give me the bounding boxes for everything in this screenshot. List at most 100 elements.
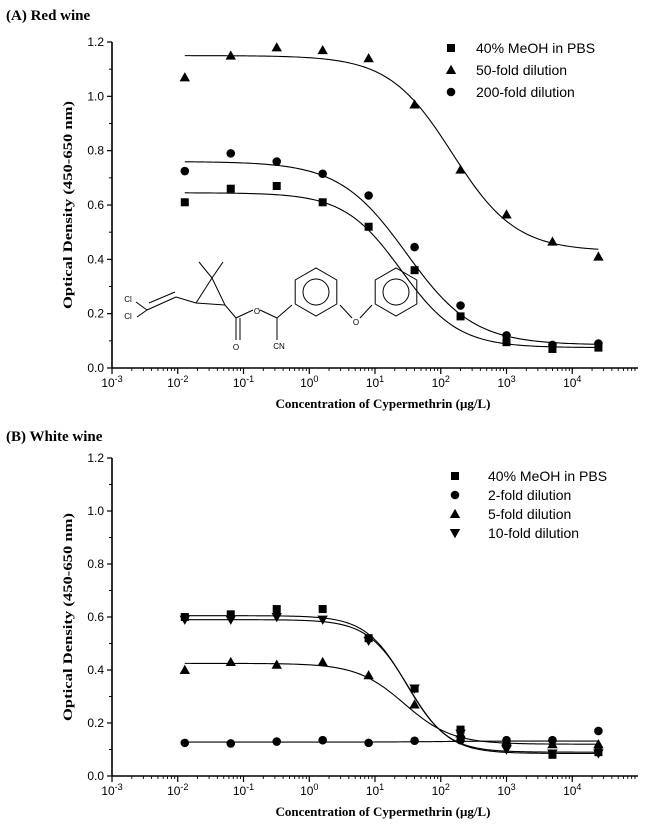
- fit-curve-2: [184, 740, 599, 743]
- fit-curve-2: [184, 55, 599, 250]
- legend: 40% MeOH in PBS 2-fold dilution 5-fold dil…: [449, 468, 607, 541]
- data-point: [363, 670, 374, 680]
- y-tick-label: 0.0: [87, 769, 104, 783]
- data-point: [364, 738, 373, 748]
- data-point: [225, 615, 236, 625]
- legend-label: 5-fold dilution: [488, 506, 571, 522]
- data-point: [179, 664, 190, 674]
- structure-bond: [276, 304, 293, 319]
- x-axis-title: Concentration of Cypermethrin (μg/L): [276, 804, 491, 819]
- data-point: [271, 659, 282, 669]
- data-point: [180, 198, 189, 207]
- y-tick-label: 0.4: [87, 663, 104, 677]
- data-point: [226, 149, 236, 158]
- data-point: [225, 50, 236, 60]
- data-point: [409, 684, 420, 694]
- x-tick-label: 100: [300, 374, 318, 390]
- x-tick-label: 103: [497, 374, 515, 390]
- fit-curve-3: [184, 161, 599, 345]
- legend-label: 200-fold dilution: [476, 84, 575, 100]
- data-point: [180, 166, 190, 176]
- data-point: [593, 739, 604, 749]
- structure-bond: [211, 261, 224, 279]
- structure-atom-label: O: [254, 307, 260, 316]
- y-tick-label: 0.8: [87, 557, 104, 571]
- x-tick-label: 10-2: [167, 782, 188, 798]
- x-tick-label: 101: [366, 782, 384, 798]
- data-point: [318, 735, 327, 745]
- data-point: [317, 615, 328, 625]
- structure-bond: [195, 277, 213, 304]
- data-point: [271, 42, 282, 52]
- x-tick-label: 102: [432, 782, 450, 798]
- x-axis-title: Concentration of Cypermethrin (μg/L): [276, 396, 491, 411]
- data-point: [501, 745, 512, 755]
- chart-panel-a: (A) Red wine 0.0 0.2 0.4 0.6 0.8 1.0 1.2 10-3 10-…: [6, 8, 638, 411]
- structure-atom-label: O: [233, 343, 239, 352]
- data-point: [318, 198, 327, 207]
- fit-curve-1: [184, 192, 599, 349]
- data-point: [594, 726, 603, 736]
- panel-title: (A) Red wine: [6, 8, 90, 24]
- fit-curve-3: [184, 662, 599, 745]
- legend-label: 10-fold dilution: [488, 525, 579, 541]
- data-point: [410, 242, 419, 252]
- y-tick-label: 1.0: [87, 89, 104, 103]
- data-point: [363, 636, 374, 647]
- y-tick-label: 0.4: [87, 252, 104, 266]
- legend-marker: [451, 472, 459, 480]
- y-tick-label: 0.2: [87, 307, 104, 321]
- legend-marker: [446, 87, 456, 97]
- data-point: [547, 236, 558, 246]
- data-point: [502, 331, 511, 340]
- data-point: [272, 181, 281, 190]
- x-tick-label: 104: [563, 782, 581, 798]
- structure-atom-label: Cl: [124, 295, 132, 304]
- data-point: [317, 656, 328, 667]
- legend-label: 2-fold dilution: [488, 487, 571, 503]
- x-tick-label: 103: [497, 782, 515, 798]
- legend-marker: [449, 529, 461, 539]
- y-tick-label: 1.2: [87, 35, 104, 49]
- structure-bond: [224, 304, 237, 319]
- structure-bond: [175, 296, 197, 304]
- y-tick-label: 0.6: [87, 198, 104, 212]
- data-point: [364, 191, 373, 200]
- data-point: [547, 739, 558, 749]
- fit-curve-4: [184, 619, 599, 755]
- data-point: [593, 749, 604, 759]
- data-point: [456, 735, 465, 745]
- x-tick-label: 10-1: [233, 782, 254, 798]
- fit-curve-1: [184, 615, 599, 753]
- data-point: [364, 222, 373, 231]
- legend-marker: [445, 64, 457, 74]
- x-tick-label: 10-3: [101, 374, 122, 390]
- data-point: [271, 613, 282, 623]
- x-tick-label: 10-3: [101, 782, 122, 798]
- x-tick-label: 102: [432, 374, 450, 390]
- y-tick-label: 1.2: [87, 451, 104, 465]
- x-tick-label: 10-1: [233, 374, 254, 390]
- data-point: [363, 53, 374, 63]
- chart-panel-b: (B) White wine 0.0 0.2 0.4 0.6 0.8 1.0 1.2 10-3 1…: [6, 429, 638, 819]
- data-point: [594, 339, 603, 348]
- structure-bond: [136, 309, 148, 318]
- y-tick-label: 0.8: [87, 144, 104, 158]
- benzene-ring-aromatic: [302, 278, 330, 306]
- structure-bond: [148, 291, 176, 304]
- data-point: [502, 338, 511, 347]
- y-tick-label: 0.6: [87, 610, 104, 624]
- data-point: [501, 209, 512, 219]
- structure-bond: [195, 302, 226, 306]
- cypermethrin-structure: [135, 261, 418, 340]
- data-point: [226, 610, 235, 619]
- structure-bond: [339, 304, 353, 319]
- data-point: [226, 184, 235, 193]
- x-tick-label: 104: [563, 374, 581, 390]
- benzene-ring: [374, 267, 418, 317]
- y-tick-label: 1.0: [87, 504, 104, 518]
- legend-marker: [449, 508, 461, 518]
- data-point: [455, 729, 466, 739]
- data-point: [180, 738, 190, 748]
